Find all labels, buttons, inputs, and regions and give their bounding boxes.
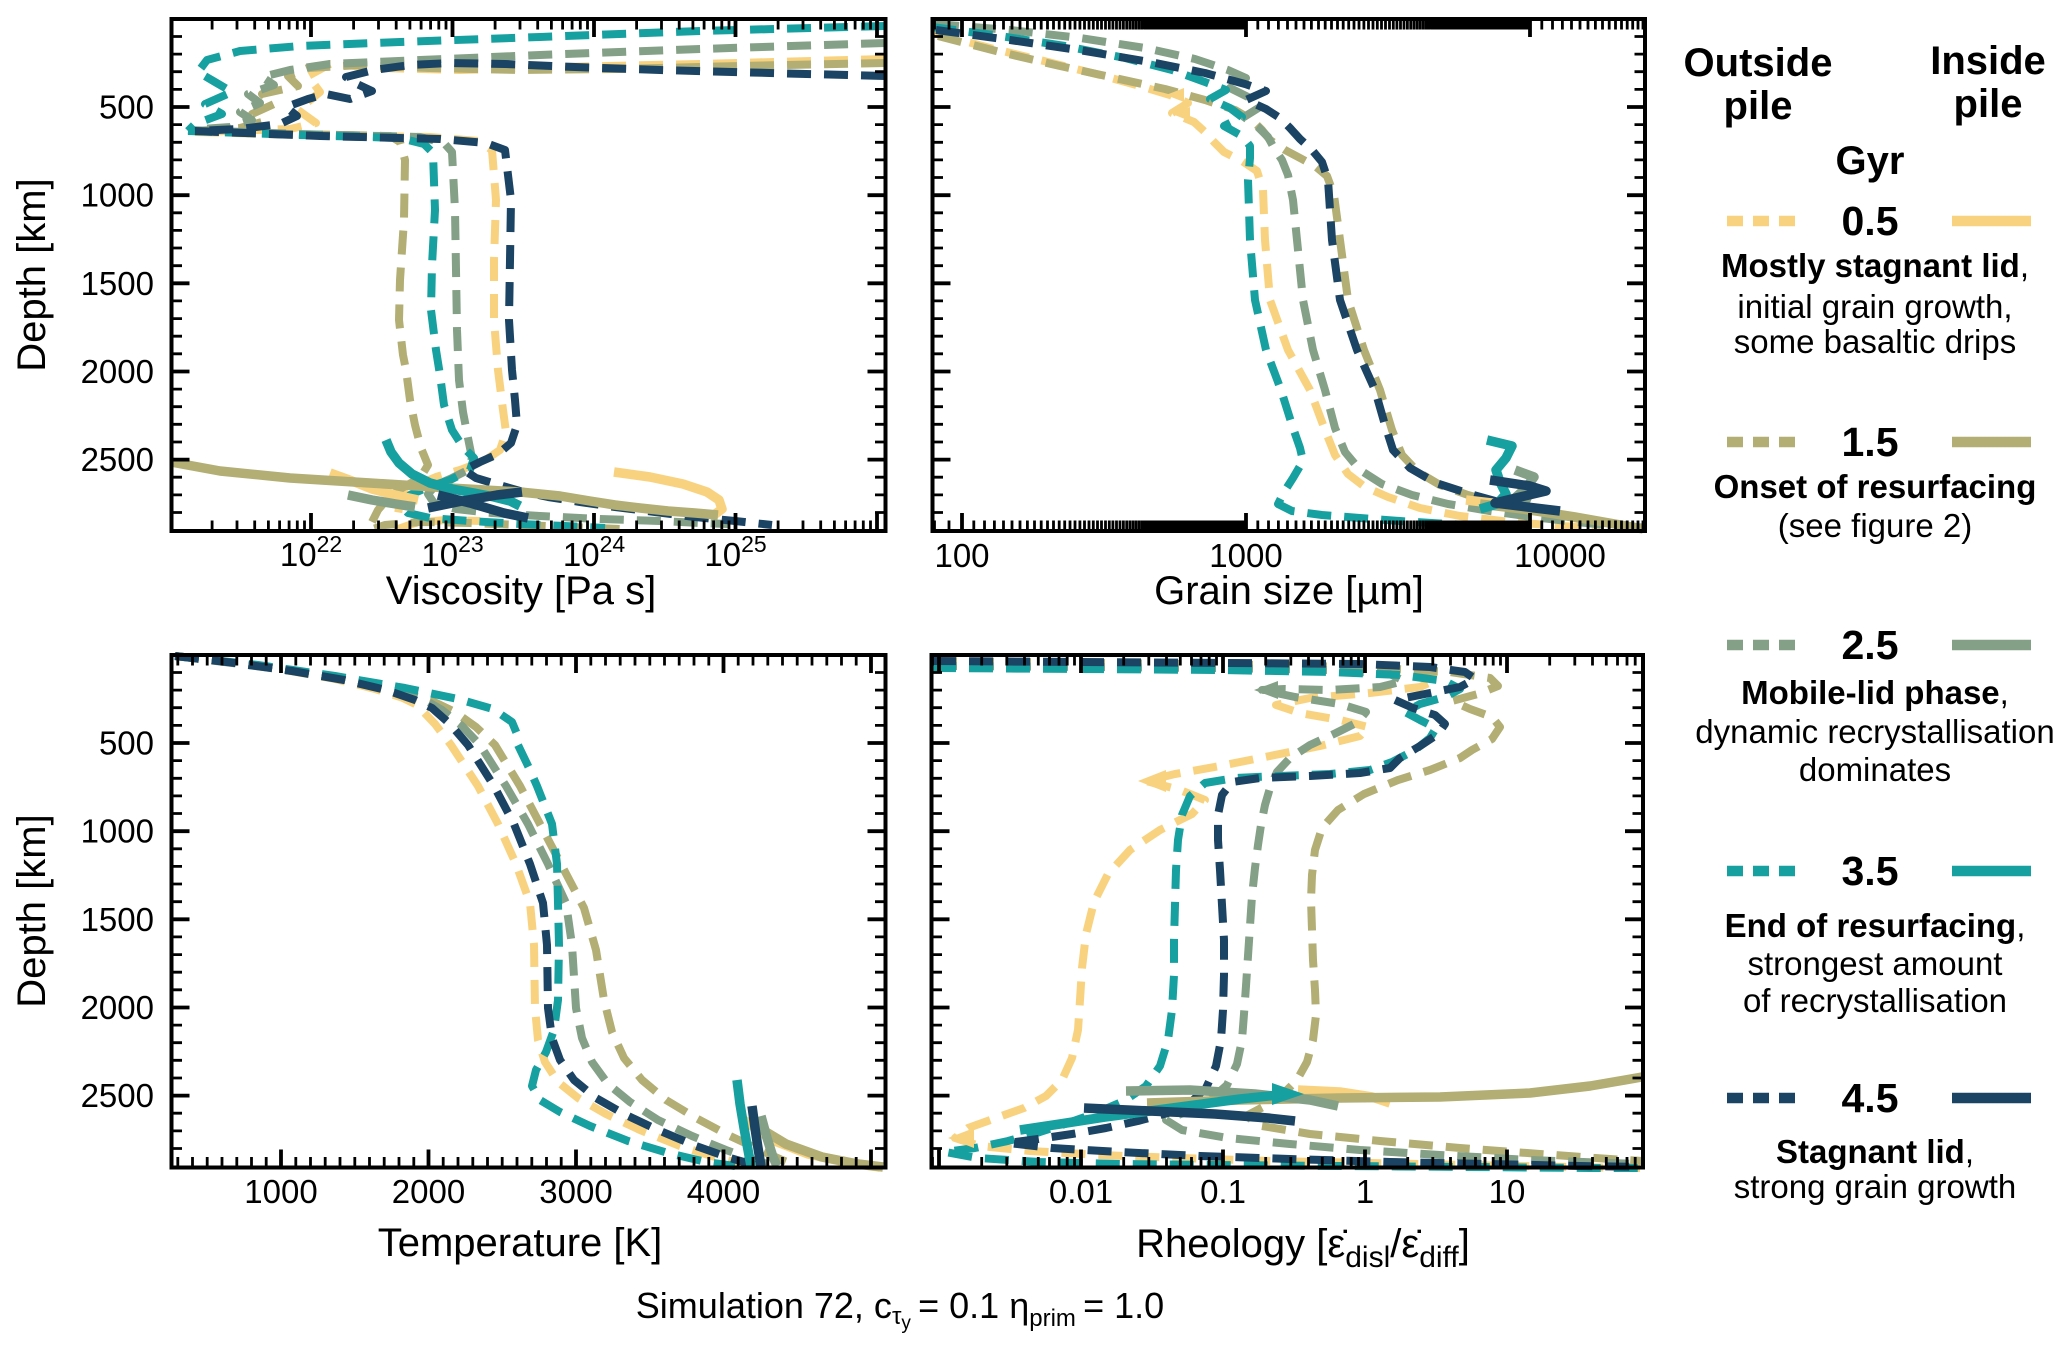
svg-text:1000: 1000 [81,177,154,214]
svg-text:500: 500 [99,89,154,126]
svg-text:1022: 1022 [280,531,342,573]
svg-text:1.5: 1.5 [1842,419,1899,465]
svg-text:pile: pile [1954,82,2023,126]
svg-text:pile: pile [1724,84,1793,128]
svg-text:1000: 1000 [1209,537,1282,574]
svg-text:dynamic recrystallisation: dynamic recrystallisation [1695,713,2054,750]
svg-text:2000: 2000 [81,353,154,390]
svg-text:(see figure 2): (see figure 2) [1778,507,1972,544]
svg-text:2500: 2500 [81,441,154,478]
svg-text:Rheology [ε̇disl/ε̇diff]: Rheology [ε̇disl/ε̇diff] [1136,1222,1470,1274]
svg-text:10000: 10000 [1514,537,1606,574]
svg-text:500: 500 [99,725,154,762]
svg-text:Gyr: Gyr [1836,139,1905,183]
svg-text:Inside: Inside [1930,39,2046,83]
svg-text:1000: 1000 [244,1173,317,1210]
svg-text:3000: 3000 [539,1173,612,1210]
svg-text:0.5: 0.5 [1842,198,1899,244]
svg-text:3.5: 3.5 [1842,848,1899,894]
svg-text:0.1: 0.1 [1200,1173,1246,1210]
svg-text:dominates: dominates [1799,751,1951,788]
svg-text:10: 10 [1489,1173,1526,1210]
svg-text:2500: 2500 [81,1077,154,1114]
svg-text:Onset of resurfacing: Onset of resurfacing [1714,468,2037,505]
svg-text:strong grain growth: strong grain growth [1734,1168,2016,1205]
svg-text:1024: 1024 [563,531,626,573]
svg-text:1025: 1025 [704,531,766,573]
svg-text:2000: 2000 [81,989,154,1026]
svg-text:Mobile-lid phase,: Mobile-lid phase, [1741,674,2009,711]
svg-text:Mostly stagnant lid,: Mostly stagnant lid, [1721,247,2029,284]
svg-text:Viscosity [Pa s]: Viscosity [Pa s] [386,569,656,613]
svg-text:End of resurfacing,: End of resurfacing, [1725,907,2026,944]
svg-text:some basaltic drips: some basaltic drips [1734,323,2016,360]
svg-text:Depth [km]: Depth [km] [10,814,54,1007]
svg-text:100: 100 [934,537,989,574]
svg-text:4.5: 4.5 [1842,1075,1899,1121]
svg-text:Grain size [µm]: Grain size [µm] [1154,569,1424,613]
svg-text:1000: 1000 [81,813,154,850]
svg-text:Outside: Outside [1684,41,1833,85]
svg-text:of recrystallisation: of recrystallisation [1743,982,2007,1019]
svg-text:1500: 1500 [81,265,154,302]
svg-text:initial grain growth,: initial grain growth, [1737,288,2012,325]
svg-text:Depth [km]: Depth [km] [10,178,54,371]
svg-text:1500: 1500 [81,901,154,938]
svg-text:Temperature [K]: Temperature [K] [378,1221,663,1265]
svg-text:2000: 2000 [392,1173,465,1210]
svg-text:2.5: 2.5 [1842,622,1899,668]
svg-text:Stagnant lid,: Stagnant lid, [1776,1133,1974,1170]
svg-text:1: 1 [1356,1173,1374,1210]
svg-text:4000: 4000 [687,1173,760,1210]
svg-text:strongest amount: strongest amount [1748,945,2003,982]
svg-text:0.01: 0.01 [1049,1173,1113,1210]
